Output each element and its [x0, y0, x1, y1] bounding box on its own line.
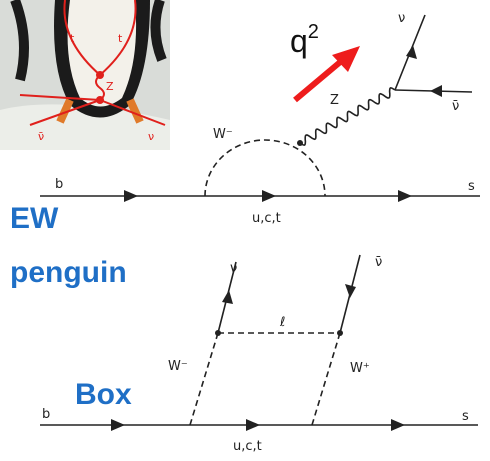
page: t t Z ν̄ ν q2 b s u,c,t W⁻ Z ν ν̄ EW pen… [0, 0, 490, 461]
z-propagator [300, 88, 395, 145]
quark-out-label: s [468, 179, 475, 194]
lepton-label: ℓ [279, 315, 285, 330]
fermion-arrow [430, 85, 442, 97]
diagram-name: Box [75, 378, 132, 411]
fermion-arrow [124, 190, 138, 202]
loop-quarks-label: u,c,t [233, 439, 262, 454]
momentum-label: q2 [290, 21, 319, 59]
quark-in-label: b [42, 407, 50, 422]
fermion-arrow [246, 419, 260, 431]
fermion-arrow [398, 190, 412, 202]
photo-label: t [70, 32, 75, 45]
momentum-power: 2 [308, 21, 319, 43]
photo-label: Z [106, 80, 114, 93]
neutrino-label: ν [398, 11, 405, 26]
w-label: W⁺ [350, 361, 370, 376]
antineutrino-label: ν̄ [375, 255, 382, 270]
neutrino-label: ν [230, 261, 237, 276]
w-line [190, 333, 218, 425]
fermion-arrow [345, 284, 356, 298]
w-line [312, 333, 340, 425]
diagram-name: penguin [10, 256, 127, 289]
photo-label: ν [148, 130, 154, 143]
fermion-arrow [111, 419, 125, 431]
w-label: W⁻ [168, 359, 188, 374]
penguin-photo: t t Z ν̄ ν [0, 0, 170, 150]
photo-label: ν̄ [38, 130, 44, 143]
antineutrino-label: ν̄ [452, 99, 459, 114]
quark-out-label: s [462, 409, 469, 424]
fermion-arrow [222, 290, 233, 304]
loop-quarks-label: u,c,t [252, 211, 281, 226]
diagram-canvas: t t Z ν̄ ν q2 b s u,c,t W⁻ Z ν ν̄ EW pen… [0, 0, 490, 461]
diagram-name: EW [10, 202, 59, 235]
w-loop [205, 140, 325, 196]
z-label: Z [330, 93, 339, 108]
momentum-symbol: q [290, 23, 308, 59]
quark-in-label: b [55, 177, 63, 192]
photo-label: t [118, 32, 123, 45]
fermion-arrow [391, 419, 405, 431]
w-label: W⁻ [213, 127, 233, 142]
fermion-arrow [262, 190, 276, 202]
